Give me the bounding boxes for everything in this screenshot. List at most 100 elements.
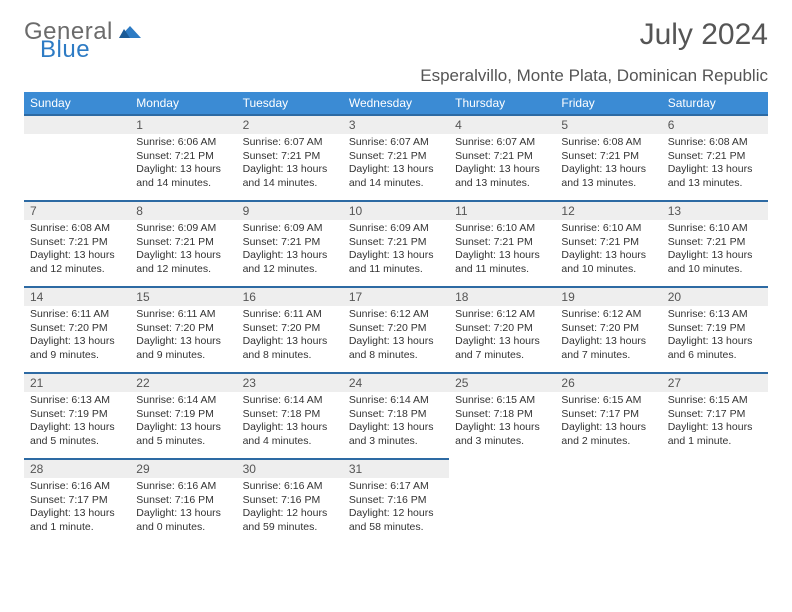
daylight-line: Daylight: 13 hours and 11 minutes. (349, 249, 443, 276)
sunset-line: Sunset: 7:19 PM (30, 408, 124, 422)
calendar-cell: 10Sunrise: 6:09 AMSunset: 7:21 PMDayligh… (343, 200, 449, 286)
sunrise-line: Sunrise: 6:16 AM (30, 480, 124, 494)
sunrise-line: Sunrise: 6:15 AM (561, 394, 655, 408)
calendar-cell: 29Sunrise: 6:16 AMSunset: 7:16 PMDayligh… (130, 458, 236, 544)
day-number: 8 (130, 200, 236, 220)
calendar-cell: 20Sunrise: 6:13 AMSunset: 7:19 PMDayligh… (662, 286, 768, 372)
calendar-cell: 17Sunrise: 6:12 AMSunset: 7:20 PMDayligh… (343, 286, 449, 372)
calendar-cell: 16Sunrise: 6:11 AMSunset: 7:20 PMDayligh… (237, 286, 343, 372)
sunrise-line: Sunrise: 6:10 AM (561, 222, 655, 236)
sunrise-line: Sunrise: 6:06 AM (136, 136, 230, 150)
day-body: Sunrise: 6:15 AMSunset: 7:18 PMDaylight:… (449, 392, 555, 453)
day-body: Sunrise: 6:07 AMSunset: 7:21 PMDaylight:… (449, 134, 555, 195)
day-body: Sunrise: 6:12 AMSunset: 7:20 PMDaylight:… (343, 306, 449, 367)
daylight-line: Daylight: 13 hours and 9 minutes. (30, 335, 124, 362)
day-number: 27 (662, 372, 768, 392)
calendar-cell: 13Sunrise: 6:10 AMSunset: 7:21 PMDayligh… (662, 200, 768, 286)
calendar-cell: 26Sunrise: 6:15 AMSunset: 7:17 PMDayligh… (555, 372, 661, 458)
sunset-line: Sunset: 7:16 PM (349, 494, 443, 508)
day-body: Sunrise: 6:13 AMSunset: 7:19 PMDaylight:… (662, 306, 768, 367)
sunrise-line: Sunrise: 6:07 AM (349, 136, 443, 150)
daylight-line: Daylight: 13 hours and 8 minutes. (349, 335, 443, 362)
sunset-line: Sunset: 7:20 PM (561, 322, 655, 336)
day-number: 18 (449, 286, 555, 306)
calendar-cell: 9Sunrise: 6:09 AMSunset: 7:21 PMDaylight… (237, 200, 343, 286)
daylight-line: Daylight: 13 hours and 6 minutes. (668, 335, 762, 362)
sunset-line: Sunset: 7:21 PM (243, 150, 337, 164)
daylight-line: Daylight: 12 hours and 59 minutes. (243, 507, 337, 534)
day-body: Sunrise: 6:11 AMSunset: 7:20 PMDaylight:… (237, 306, 343, 367)
calendar-cell: 23Sunrise: 6:14 AMSunset: 7:18 PMDayligh… (237, 372, 343, 458)
day-number: 23 (237, 372, 343, 392)
sunrise-line: Sunrise: 6:09 AM (243, 222, 337, 236)
calendar-cell (555, 458, 661, 544)
calendar-body: 1Sunrise: 6:06 AMSunset: 7:21 PMDaylight… (24, 114, 768, 544)
calendar-cell (662, 458, 768, 544)
calendar-week: 1Sunrise: 6:06 AMSunset: 7:21 PMDaylight… (24, 114, 768, 200)
day-body: Sunrise: 6:09 AMSunset: 7:21 PMDaylight:… (343, 220, 449, 281)
sunrise-line: Sunrise: 6:10 AM (668, 222, 762, 236)
page-title: July 2024 (640, 18, 768, 52)
calendar-cell (449, 458, 555, 544)
day-body: Sunrise: 6:17 AMSunset: 7:16 PMDaylight:… (343, 478, 449, 539)
daylight-line: Daylight: 13 hours and 13 minutes. (668, 163, 762, 190)
sunset-line: Sunset: 7:21 PM (243, 236, 337, 250)
day-body: Sunrise: 6:09 AMSunset: 7:21 PMDaylight:… (130, 220, 236, 281)
day-body (24, 134, 130, 140)
sunset-line: Sunset: 7:17 PM (561, 408, 655, 422)
sunrise-line: Sunrise: 6:11 AM (136, 308, 230, 322)
day-number: 31 (343, 458, 449, 478)
daylight-line: Daylight: 13 hours and 5 minutes. (30, 421, 124, 448)
day-body: Sunrise: 6:07 AMSunset: 7:21 PMDaylight:… (237, 134, 343, 195)
daylight-line: Daylight: 13 hours and 12 minutes. (243, 249, 337, 276)
day-number: 19 (555, 286, 661, 306)
sunset-line: Sunset: 7:21 PM (30, 236, 124, 250)
daylight-line: Daylight: 13 hours and 12 minutes. (30, 249, 124, 276)
sunrise-line: Sunrise: 6:11 AM (30, 308, 124, 322)
day-header: Wednesday (343, 92, 449, 114)
sunrise-line: Sunrise: 6:12 AM (561, 308, 655, 322)
day-number: 20 (662, 286, 768, 306)
sunset-line: Sunset: 7:21 PM (561, 236, 655, 250)
day-header: Monday (130, 92, 236, 114)
sunset-line: Sunset: 7:21 PM (349, 236, 443, 250)
day-body: Sunrise: 6:14 AMSunset: 7:18 PMDaylight:… (343, 392, 449, 453)
sunrise-line: Sunrise: 6:10 AM (455, 222, 549, 236)
daylight-line: Daylight: 13 hours and 14 minutes. (349, 163, 443, 190)
daylight-line: Daylight: 13 hours and 8 minutes. (243, 335, 337, 362)
daylight-line: Daylight: 13 hours and 3 minutes. (349, 421, 443, 448)
daylight-line: Daylight: 12 hours and 58 minutes. (349, 507, 443, 534)
sunset-line: Sunset: 7:19 PM (668, 322, 762, 336)
sunset-line: Sunset: 7:20 PM (349, 322, 443, 336)
sunrise-line: Sunrise: 6:16 AM (243, 480, 337, 494)
day-body: Sunrise: 6:15 AMSunset: 7:17 PMDaylight:… (555, 392, 661, 453)
day-body: Sunrise: 6:12 AMSunset: 7:20 PMDaylight:… (555, 306, 661, 367)
day-number: 16 (237, 286, 343, 306)
day-number: 29 (130, 458, 236, 478)
sunset-line: Sunset: 7:20 PM (455, 322, 549, 336)
day-number: 14 (24, 286, 130, 306)
calendar-cell: 18Sunrise: 6:12 AMSunset: 7:20 PMDayligh… (449, 286, 555, 372)
day-body: Sunrise: 6:11 AMSunset: 7:20 PMDaylight:… (130, 306, 236, 367)
day-number: 10 (343, 200, 449, 220)
calendar-cell: 21Sunrise: 6:13 AMSunset: 7:19 PMDayligh… (24, 372, 130, 458)
daylight-line: Daylight: 13 hours and 13 minutes. (561, 163, 655, 190)
day-body: Sunrise: 6:10 AMSunset: 7:21 PMDaylight:… (449, 220, 555, 281)
day-body: Sunrise: 6:15 AMSunset: 7:17 PMDaylight:… (662, 392, 768, 453)
daylight-line: Daylight: 13 hours and 7 minutes. (561, 335, 655, 362)
day-number: 28 (24, 458, 130, 478)
sunset-line: Sunset: 7:18 PM (243, 408, 337, 422)
day-body: Sunrise: 6:10 AMSunset: 7:21 PMDaylight:… (555, 220, 661, 281)
day-number: 12 (555, 200, 661, 220)
daylight-line: Daylight: 13 hours and 14 minutes. (243, 163, 337, 190)
sunrise-line: Sunrise: 6:17 AM (349, 480, 443, 494)
day-body: Sunrise: 6:16 AMSunset: 7:16 PMDaylight:… (130, 478, 236, 539)
daylight-line: Daylight: 13 hours and 12 minutes. (136, 249, 230, 276)
day-number: 4 (449, 114, 555, 134)
day-header: Tuesday (237, 92, 343, 114)
sunset-line: Sunset: 7:21 PM (455, 236, 549, 250)
day-number: 15 (130, 286, 236, 306)
daylight-line: Daylight: 13 hours and 5 minutes. (136, 421, 230, 448)
daylight-line: Daylight: 13 hours and 4 minutes. (243, 421, 337, 448)
calendar-cell: 27Sunrise: 6:15 AMSunset: 7:17 PMDayligh… (662, 372, 768, 458)
